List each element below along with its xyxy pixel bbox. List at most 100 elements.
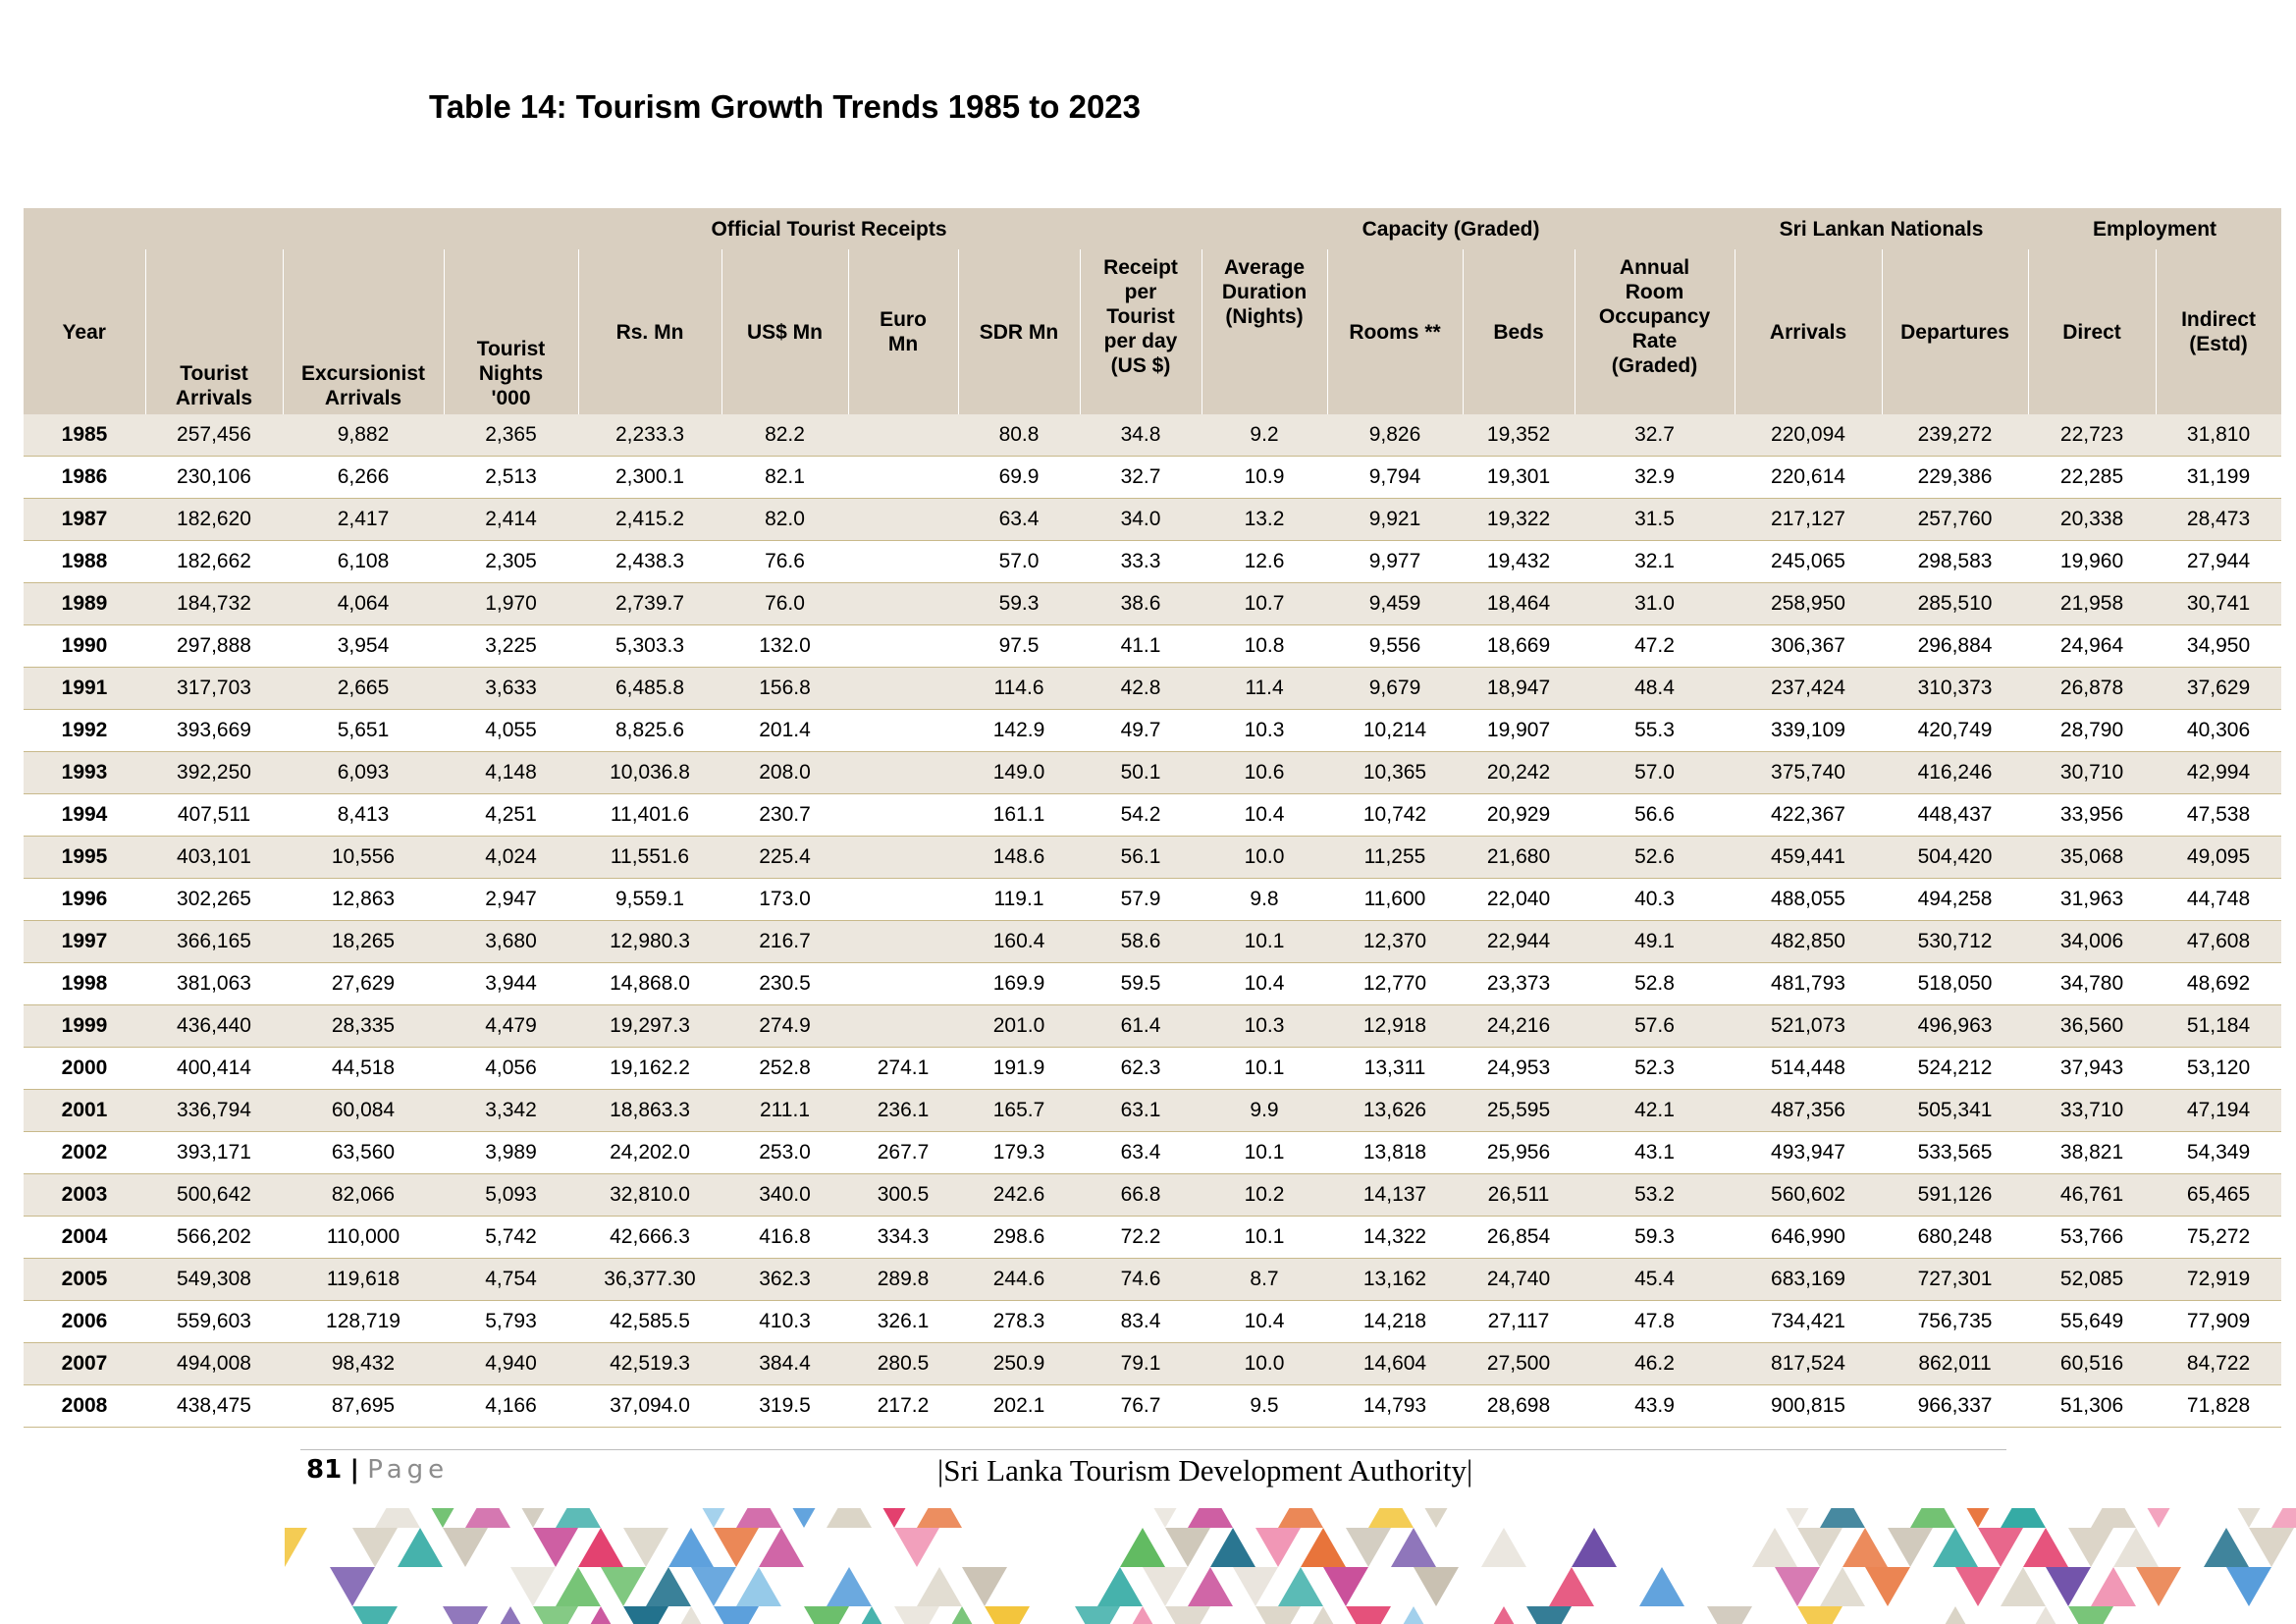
- cell-tourist-arrivals: 393,669: [145, 709, 283, 752]
- cell-euro-mn: 236.1: [848, 1089, 958, 1132]
- cell-excursionist-arrivals: 110,000: [283, 1216, 444, 1259]
- banner-triangle: [1752, 1528, 1797, 1567]
- table-row: 1988 182,662 6,108 2,305 2,438.3 76.6 57.0 33.3…: [24, 540, 2282, 583]
- cell-rooms: 14,793: [1327, 1384, 1463, 1428]
- cell-excursionist-arrivals: 6,266: [283, 456, 444, 499]
- cell-beds: 19,907: [1463, 709, 1575, 752]
- cell-euro-mn: [848, 414, 958, 457]
- cell-annual-room-occupancy: 52.6: [1575, 836, 1735, 879]
- cell-nationals-arrivals: 683,169: [1735, 1258, 1883, 1301]
- cell-tourist-arrivals: 297,888: [145, 624, 283, 668]
- cell-year: 2004: [24, 1216, 145, 1259]
- banner-triangle: [352, 1606, 398, 1624]
- cell-rs-mn: 42,666.3: [578, 1216, 721, 1259]
- banner-triangle: [917, 1508, 962, 1528]
- cell-rs-mn: 2,300.1: [578, 456, 721, 499]
- cell-receipt-per-tourist-per-day: 50.1: [1080, 751, 1201, 794]
- cell-year: 1990: [24, 624, 145, 668]
- banner-triangle: [375, 1508, 420, 1528]
- cell-beds: 27,500: [1463, 1342, 1575, 1385]
- cell-tourist-arrivals: 182,620: [145, 498, 283, 541]
- cell-nationals-arrivals: 245,065: [1735, 540, 1883, 583]
- column-header-euro-mn: Euro Mn: [848, 249, 959, 414]
- banner-triangle: [1368, 1508, 1414, 1528]
- cell-tourist-arrivals: 400,414: [145, 1047, 283, 1090]
- column-header-line: US$ Mn: [746, 320, 823, 344]
- cell-rooms: 13,818: [1327, 1131, 1463, 1174]
- cell-excursionist-arrivals: 18,265: [283, 920, 444, 963]
- cell-rooms: 13,626: [1327, 1089, 1463, 1132]
- cell-beds: 25,595: [1463, 1089, 1575, 1132]
- cell-usd-mn: 132.0: [721, 624, 848, 668]
- cell-usd-mn: 76.0: [721, 582, 848, 625]
- cell-excursionist-arrivals: 12,863: [283, 878, 444, 921]
- column-header-line: Nights: [478, 362, 544, 385]
- cell-nationals-departures: 533,565: [1882, 1131, 2029, 1174]
- cell-sdr-mn: 114.6: [958, 667, 1080, 710]
- cell-receipt-per-tourist-per-day: 63.1: [1080, 1089, 1201, 1132]
- column-header-employment-indirect: Indirect (Estd): [2156, 249, 2282, 414]
- page-word: Page: [367, 1455, 450, 1485]
- cell-nationals-arrivals: 422,367: [1735, 793, 1883, 837]
- banner-triangle: [521, 1508, 545, 1528]
- cell-tourist-arrivals: 336,794: [145, 1089, 283, 1132]
- cell-beds: 20,929: [1463, 793, 1575, 837]
- cell-usd-mn: 156.8: [721, 667, 848, 710]
- cell-tourist-arrivals: 559,603: [145, 1300, 283, 1343]
- cell-nationals-departures: 505,341: [1882, 1089, 2029, 1132]
- cell-employment-direct: 30,710: [2028, 751, 2157, 794]
- cell-rooms: 12,370: [1327, 920, 1463, 963]
- cell-tourist-nights: 4,754: [444, 1258, 578, 1301]
- cell-nationals-departures: 862,011: [1882, 1342, 2029, 1385]
- banner-triangle: [398, 1528, 443, 1567]
- column-header-receipt-per-tourist-per-day: Receipt per Tourist per day (US $): [1080, 249, 1202, 414]
- cell-sdr-mn: 250.9: [958, 1342, 1080, 1385]
- column-header-line: Excursionist: [300, 362, 426, 385]
- cell-year: 1999: [24, 1004, 145, 1048]
- column-header-average-duration: Average Duration (Nights): [1201, 249, 1328, 414]
- cell-year: 1993: [24, 751, 145, 794]
- column-header-line: Beds: [1493, 320, 1544, 344]
- column-header-nationals-departures: Departures: [1882, 249, 2029, 414]
- banner-triangle: [443, 1606, 488, 1624]
- cell-euro-mn: 267.7: [848, 1131, 958, 1174]
- cell-year: 2006: [24, 1300, 145, 1343]
- cell-usd-mn: 274.9: [721, 1004, 848, 1048]
- cell-euro-mn: 289.8: [848, 1258, 958, 1301]
- cell-average-duration: 10.9: [1201, 456, 1327, 499]
- column-header-line: Average: [1223, 256, 1306, 279]
- cell-nationals-arrivals: 900,815: [1735, 1384, 1883, 1428]
- cell-annual-room-occupancy: 45.4: [1575, 1258, 1735, 1301]
- cell-beds: 22,944: [1463, 920, 1575, 963]
- banner-triangle: [1493, 1606, 1515, 1624]
- banner-triangle: [985, 1606, 1030, 1624]
- group-header-blank: [1575, 208, 1735, 249]
- cell-annual-room-occupancy: 43.1: [1575, 1131, 1735, 1174]
- cell-average-duration: 10.1: [1201, 1216, 1327, 1259]
- cell-nationals-departures: 239,272: [1882, 414, 2029, 457]
- cell-sdr-mn: 161.1: [958, 793, 1080, 837]
- banner-triangle: [2068, 1528, 2113, 1567]
- cell-usd-mn: 82.0: [721, 498, 848, 541]
- cell-tourist-nights: 4,024: [444, 836, 578, 879]
- cell-employment-direct: 51,306: [2028, 1384, 2157, 1428]
- group-header-row: Official Tourist Receipts Capacity (Grad…: [24, 208, 2282, 249]
- cell-sdr-mn: 191.9: [958, 1047, 1080, 1090]
- cell-nationals-departures: 310,373: [1882, 667, 2029, 710]
- cell-annual-room-occupancy: 59.3: [1575, 1216, 1735, 1259]
- column-header-line: Indirect: [2181, 308, 2256, 331]
- cell-rooms: 14,218: [1327, 1300, 1463, 1343]
- cell-nationals-arrivals: 514,448: [1735, 1047, 1883, 1090]
- cell-euro-mn: [848, 624, 958, 668]
- cell-sdr-mn: 142.9: [958, 709, 1080, 752]
- cell-annual-room-occupancy: 52.3: [1575, 1047, 1735, 1090]
- cell-receipt-per-tourist-per-day: 42.8: [1080, 667, 1201, 710]
- banner-triangle: [1933, 1528, 1978, 1567]
- cell-sdr-mn: 59.3: [958, 582, 1080, 625]
- column-header-line: Tourist: [1106, 305, 1175, 328]
- cell-receipt-per-tourist-per-day: 72.2: [1080, 1216, 1201, 1259]
- cell-year: 2000: [24, 1047, 145, 1090]
- table-row: 1999 436,440 28,335 4,479 19,297.3 274.9 201.0…: [24, 1004, 2282, 1048]
- cell-tourist-arrivals: 381,063: [145, 962, 283, 1005]
- cell-employment-indirect: 65,465: [2156, 1173, 2282, 1217]
